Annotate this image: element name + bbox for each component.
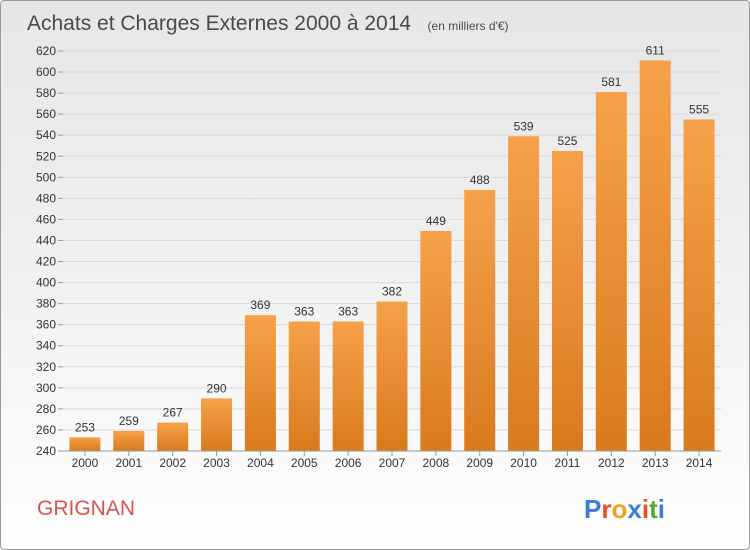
y-tick-label: 340 bbox=[36, 339, 56, 353]
y-tick-label: 580 bbox=[36, 86, 56, 100]
x-tick-label-2005: 2005 bbox=[291, 456, 318, 470]
brand-wordmark: Proxiti bbox=[584, 494, 665, 524]
x-axis-ticks: 2000 2001 2002 2003 2004 2005 2006 2007 2008 2009… bbox=[72, 451, 713, 470]
y-tick-label: 560 bbox=[36, 107, 56, 121]
y-tick-label: 620 bbox=[36, 44, 56, 58]
x-tick-label-2007: 2007 bbox=[379, 456, 406, 470]
proxiti-logo: Proxiti bbox=[584, 494, 665, 524]
bar-2009 bbox=[464, 189, 496, 451]
brand-letter: i bbox=[642, 494, 649, 524]
y-tick-label: 460 bbox=[36, 212, 56, 226]
value-label-2011: 525 bbox=[557, 134, 577, 148]
chart-title-group: Achats et Charges Externes 2000 à 2014 (… bbox=[27, 12, 509, 35]
bar-2002 bbox=[157, 422, 189, 451]
x-tick-label-2010: 2010 bbox=[510, 456, 537, 470]
value-label-2006: 363 bbox=[338, 305, 358, 319]
y-tick-label: 260 bbox=[36, 423, 56, 437]
x-tick-label-2013: 2013 bbox=[642, 456, 669, 470]
brand-letter: t bbox=[649, 494, 658, 524]
y-tick-label: 300 bbox=[36, 381, 56, 395]
x-tick-label-2014: 2014 bbox=[686, 456, 713, 470]
x-tick-label-2004: 2004 bbox=[247, 456, 274, 470]
brand-letter: i bbox=[658, 494, 665, 524]
y-tick-label: 600 bbox=[36, 65, 56, 79]
y-tick-label: 240 bbox=[36, 444, 56, 458]
chart-title: Achats et Charges Externes 2000 à 2014 bbox=[27, 12, 411, 35]
value-label-2012: 581 bbox=[601, 75, 621, 89]
y-tick-label: 400 bbox=[36, 276, 56, 290]
y-tick-label: 520 bbox=[36, 149, 56, 163]
x-tick-label-2008: 2008 bbox=[423, 456, 450, 470]
value-label-2003: 290 bbox=[207, 381, 227, 395]
value-label-2000: 253 bbox=[75, 420, 95, 434]
x-tick-label-2006: 2006 bbox=[335, 456, 362, 470]
bar-2006 bbox=[332, 321, 364, 451]
value-label-2007: 382 bbox=[382, 285, 402, 299]
bar-2010 bbox=[508, 136, 540, 451]
x-tick-label-2002: 2002 bbox=[159, 456, 186, 470]
bar-2013 bbox=[639, 60, 671, 451]
bar-2008 bbox=[420, 231, 452, 451]
bar-2000 bbox=[69, 437, 101, 451]
value-label-2010: 539 bbox=[514, 119, 534, 133]
bar-2001 bbox=[113, 431, 145, 451]
value-label-2005: 363 bbox=[294, 305, 314, 319]
bars bbox=[69, 60, 715, 451]
x-tick-label-2011: 2011 bbox=[555, 456, 581, 470]
value-label-2001: 259 bbox=[119, 414, 139, 428]
bar-2005 bbox=[288, 321, 320, 451]
x-tick-label-2012: 2012 bbox=[598, 456, 625, 470]
brand-letter: r bbox=[601, 494, 611, 524]
bar-2003 bbox=[201, 398, 233, 451]
bar-2012 bbox=[595, 92, 627, 451]
brand-letter: o bbox=[611, 494, 627, 524]
brand-letter: P bbox=[584, 494, 601, 524]
x-tick-label-2009: 2009 bbox=[466, 456, 493, 470]
bar-2004 bbox=[244, 315, 276, 451]
bar-2014 bbox=[683, 119, 715, 451]
value-label-2013: 611 bbox=[646, 43, 665, 57]
y-tick-label: 360 bbox=[36, 318, 56, 332]
x-tick-label-2001: 2001 bbox=[115, 456, 142, 470]
town-name: GRIGNAN bbox=[37, 497, 135, 520]
y-tick-label: 420 bbox=[36, 255, 56, 269]
value-label-2004: 369 bbox=[250, 298, 270, 312]
chart-subtitle: (en milliers d'€) bbox=[428, 19, 509, 33]
x-tick-label-2003: 2003 bbox=[203, 456, 230, 470]
value-label-2009: 488 bbox=[470, 173, 490, 187]
y-tick-label: 280 bbox=[36, 402, 56, 416]
bar-2011 bbox=[551, 151, 583, 451]
value-labels: 253 259 267 290 369 363 363 382 449 488 539 525 581 6… bbox=[75, 43, 709, 434]
y-tick-label: 380 bbox=[36, 297, 56, 311]
y-tick-label: 320 bbox=[36, 360, 56, 374]
y-tick-label: 440 bbox=[36, 233, 56, 247]
brand-letter: x bbox=[627, 494, 642, 524]
x-tick-label-2000: 2000 bbox=[72, 456, 99, 470]
bar-2007 bbox=[376, 301, 408, 451]
value-label-2002: 267 bbox=[163, 406, 183, 420]
y-tick-label: 500 bbox=[36, 170, 56, 184]
y-tick-label: 540 bbox=[36, 128, 56, 142]
y-axis-ticks: 240 260 280 300 320 340 360 380 400 420 440 460 480 5… bbox=[36, 44, 63, 458]
y-tick-label: 480 bbox=[36, 191, 56, 205]
value-label-2008: 449 bbox=[426, 214, 446, 228]
value-label-2014: 555 bbox=[689, 102, 709, 116]
